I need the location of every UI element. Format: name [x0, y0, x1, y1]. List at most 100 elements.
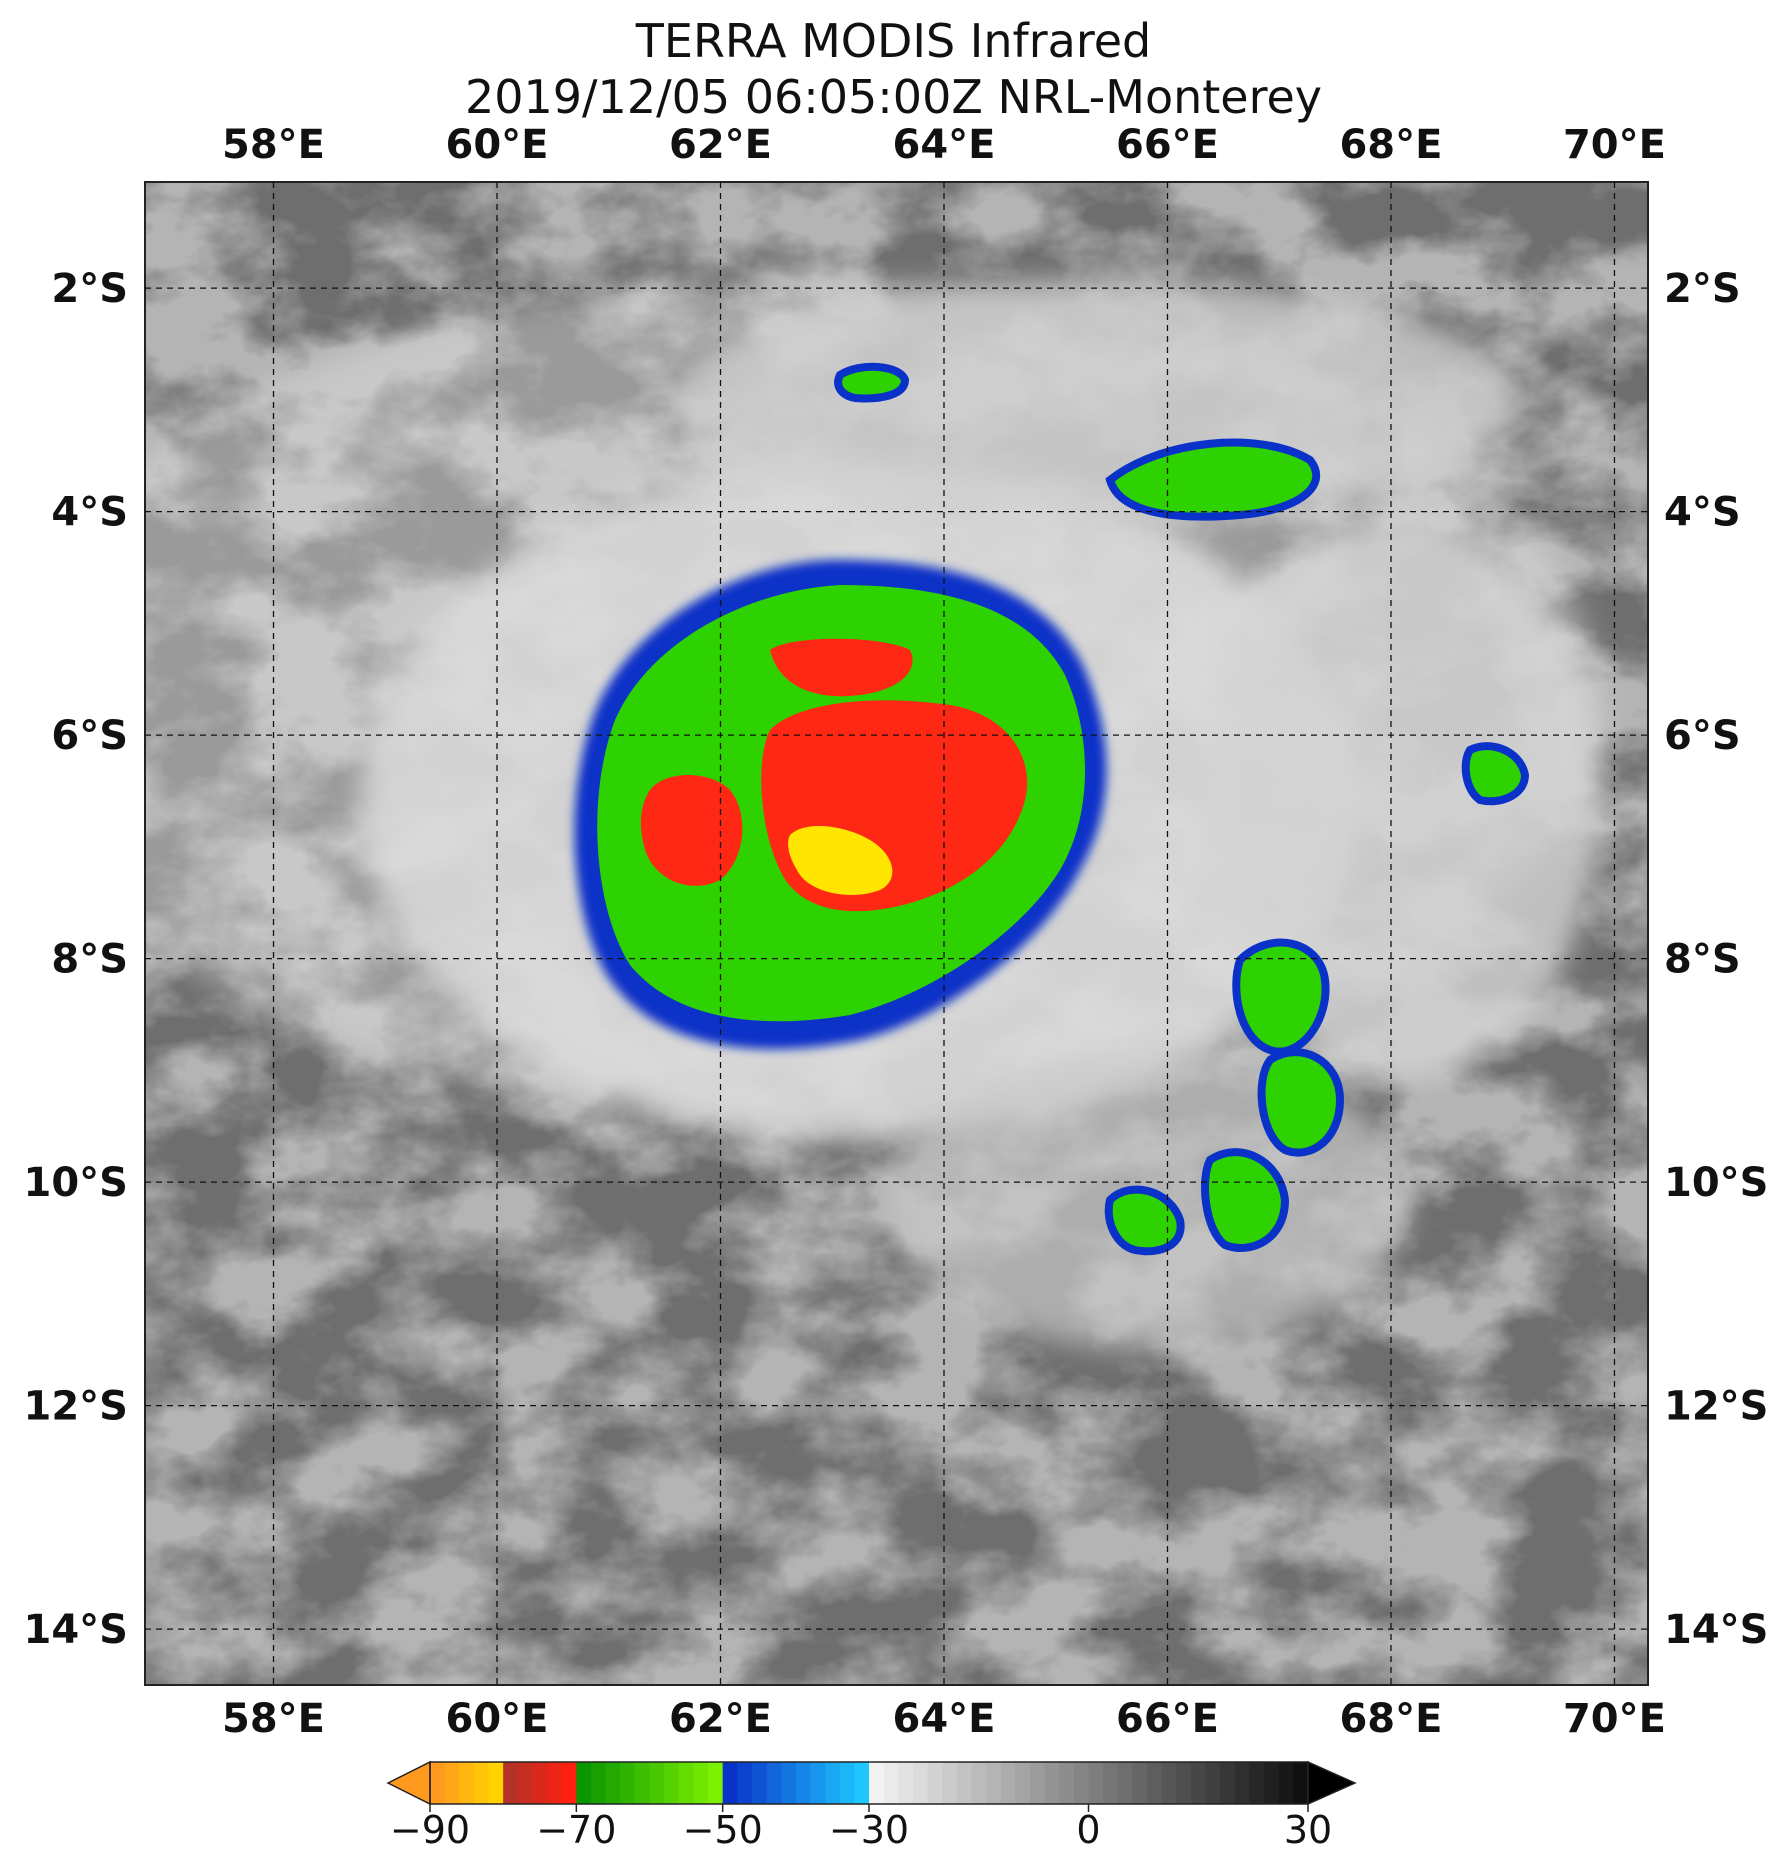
colorbar-cell: [590, 1762, 607, 1804]
colorbar-cell: [825, 1762, 841, 1804]
map-frame: [144, 181, 1649, 1686]
colorbar-cell: [430, 1762, 446, 1804]
storm-red-north: [770, 638, 913, 697]
lon-label: 60°E: [446, 1696, 549, 1742]
colorbar-cell: [766, 1762, 782, 1804]
colorbar-cell: [1161, 1762, 1177, 1804]
lat-label: 12°S: [24, 1384, 128, 1430]
lon-label: 62°E: [669, 1696, 772, 1742]
lon-label: 66°E: [1116, 1696, 1219, 1742]
colorbar-cell: [927, 1762, 943, 1804]
lat-label: 10°S: [24, 1160, 128, 1206]
lon-label: 70°E: [1563, 1696, 1666, 1742]
colorbar-cell: [708, 1762, 724, 1804]
colorbar-cell: [1088, 1762, 1104, 1804]
colorbar-cell: [1147, 1762, 1163, 1804]
title-line-1: TERRA MODIS Infrared: [635, 14, 1152, 68]
colorbar-cells: [430, 1762, 1309, 1804]
colorbar-cell: [1103, 1762, 1119, 1804]
colorbar-tick-label: −30: [829, 1808, 909, 1852]
lon-label: 58°E: [222, 1696, 325, 1742]
lat-label: 14°S: [24, 1607, 128, 1653]
colorbar-cell: [1220, 1762, 1236, 1804]
colorbar-cell: [1293, 1762, 1309, 1804]
colorbar-extend-low: [386, 1760, 431, 1806]
colorbar-cell: [1059, 1762, 1075, 1804]
colorbar-tick-label: −50: [683, 1808, 763, 1852]
lon-label: 66°E: [1116, 122, 1219, 168]
colorbar-cell: [1234, 1762, 1250, 1804]
colorbar-cell: [1249, 1762, 1265, 1804]
colorbar-cell: [459, 1762, 475, 1804]
colorbar-cell: [649, 1762, 665, 1804]
colorbar-extend-high: [1307, 1760, 1357, 1806]
lat-labels-left: 2°S 4°S 6°S 8°S 10°S 12°S 14°S: [24, 266, 128, 1653]
lat-label: 6°S: [51, 713, 128, 759]
colorbar-cell: [547, 1762, 563, 1804]
colorbar-tick-label: 0: [1076, 1808, 1100, 1852]
colorbar-cell: [854, 1762, 870, 1804]
colorbar-tick-label: 30: [1284, 1808, 1332, 1852]
lat-label: 10°S: [1664, 1160, 1768, 1206]
cell-south-1: [1104, 1185, 1185, 1256]
gridlines: [145, 182, 1648, 1685]
colorbar-cell: [1264, 1762, 1280, 1804]
colorbar-cell: [605, 1762, 621, 1804]
colorbar-cell: [532, 1762, 548, 1804]
colorbar-cell: [620, 1762, 636, 1804]
lon-label: 58°E: [222, 122, 325, 168]
cirrus-east: [1200, 520, 1600, 1080]
lat-label: 14°S: [1664, 1607, 1768, 1653]
colorbar-cell: [1190, 1762, 1207, 1804]
colorbar-cell: [517, 1762, 533, 1804]
colorbar-cell: [722, 1762, 738, 1804]
storm-red-west: [640, 775, 743, 886]
colorbar-cell: [781, 1762, 797, 1804]
colorbar-cell: [693, 1762, 709, 1804]
colorbar-cell: [561, 1762, 577, 1804]
colorbar-cell: [795, 1762, 811, 1804]
colorbar-cell: [473, 1762, 490, 1804]
lat-label: 2°S: [51, 266, 128, 312]
lon-labels-bottom: 58°E 60°E 62°E 64°E 66°E 68°E 70°E: [222, 1696, 1666, 1742]
lon-label: 64°E: [892, 122, 995, 168]
colorbar-cell: [1205, 1762, 1221, 1804]
lat-label: 8°S: [51, 937, 128, 983]
storm-yellow-core: [788, 825, 893, 895]
cell-south-east-2: [1257, 1048, 1345, 1157]
colorbar: −90 −70 −50 −30 0 30: [386, 1760, 1357, 1852]
lat-label: 4°S: [51, 490, 128, 536]
lat-labels-right: 2°S 4°S 6°S 8°S 10°S 12°S 14°S: [1664, 266, 1768, 1653]
colorbar-cell: [751, 1762, 768, 1804]
colorbar-cell: [898, 1762, 914, 1804]
colorbar-cell: [678, 1762, 694, 1804]
lat-label: 2°S: [1664, 266, 1741, 312]
colorbar-cell: [986, 1762, 1002, 1804]
colorbar-cell: [883, 1762, 899, 1804]
colorbar-cell: [1278, 1762, 1294, 1804]
colorbar-cell: [1073, 1762, 1089, 1804]
lon-label: 64°E: [892, 1696, 995, 1742]
colorbar-cell: [956, 1762, 972, 1804]
lon-label: 68°E: [1339, 122, 1442, 168]
title-line-2: 2019/12/05 06:05:00Z NRL-Monterey: [464, 70, 1323, 124]
lon-label: 70°E: [1563, 122, 1666, 168]
storm-main: [574, 560, 1107, 1050]
lat-label: 12°S: [1664, 1384, 1768, 1430]
colorbar-cell: [1029, 1762, 1046, 1804]
colorbar-cell: [444, 1762, 460, 1804]
colorbar-tick-label: −90: [390, 1808, 470, 1852]
colorbar-cell: [971, 1762, 987, 1804]
lon-labels-top: 58°E 60°E 62°E 64°E 66°E 68°E 70°E: [222, 122, 1666, 168]
cell-north-east: [1105, 438, 1320, 521]
colorbar-cell: [576, 1762, 592, 1804]
colorbar-cell: [1000, 1762, 1016, 1804]
colorbar-cell: [1132, 1762, 1148, 1804]
colorbar-cell: [1176, 1762, 1192, 1804]
lat-label: 8°S: [1664, 937, 1741, 983]
cell-south-2: [1201, 1148, 1290, 1252]
cell-south-east-1: [1232, 938, 1330, 1056]
cell-north: [834, 362, 910, 403]
colorbar-cell: [1044, 1762, 1060, 1804]
